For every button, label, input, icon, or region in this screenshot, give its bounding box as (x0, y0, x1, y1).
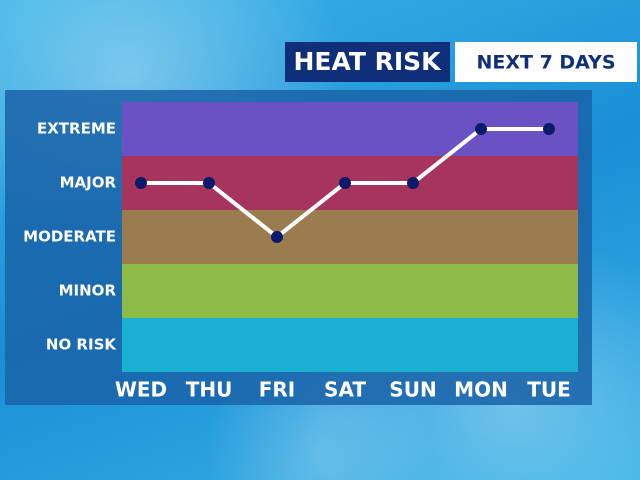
marker (407, 177, 419, 189)
title-box (285, 42, 450, 82)
marker (543, 123, 555, 135)
y-tick-label: EXTREME (37, 120, 116, 138)
x-tick-label: MON (454, 378, 508, 402)
y-tick-label: NO RISK (46, 336, 117, 354)
marker (203, 177, 215, 189)
y-tick-label: MODERATE (23, 228, 116, 246)
x-tick-label: SAT (324, 378, 366, 402)
marker (339, 177, 351, 189)
marker (135, 177, 147, 189)
risk-band (122, 210, 578, 264)
marker (271, 231, 283, 243)
x-tick-label: TUE (527, 378, 571, 402)
marker (475, 123, 487, 135)
x-tick-label: SUN (389, 378, 436, 402)
chart-subtitle: NEXT 7 DAYS (476, 52, 615, 74)
y-tick-label: MINOR (59, 282, 117, 300)
y-tick-label: MAJOR (60, 174, 117, 192)
subtitle-box (455, 42, 637, 82)
chart-title: HEAT RISK (293, 47, 442, 76)
risk-band (122, 318, 578, 372)
risk-band (122, 264, 578, 318)
x-tick-label: FRI (259, 378, 296, 402)
x-tick-label: THU (186, 378, 233, 402)
x-tick-label: WED (115, 378, 167, 402)
